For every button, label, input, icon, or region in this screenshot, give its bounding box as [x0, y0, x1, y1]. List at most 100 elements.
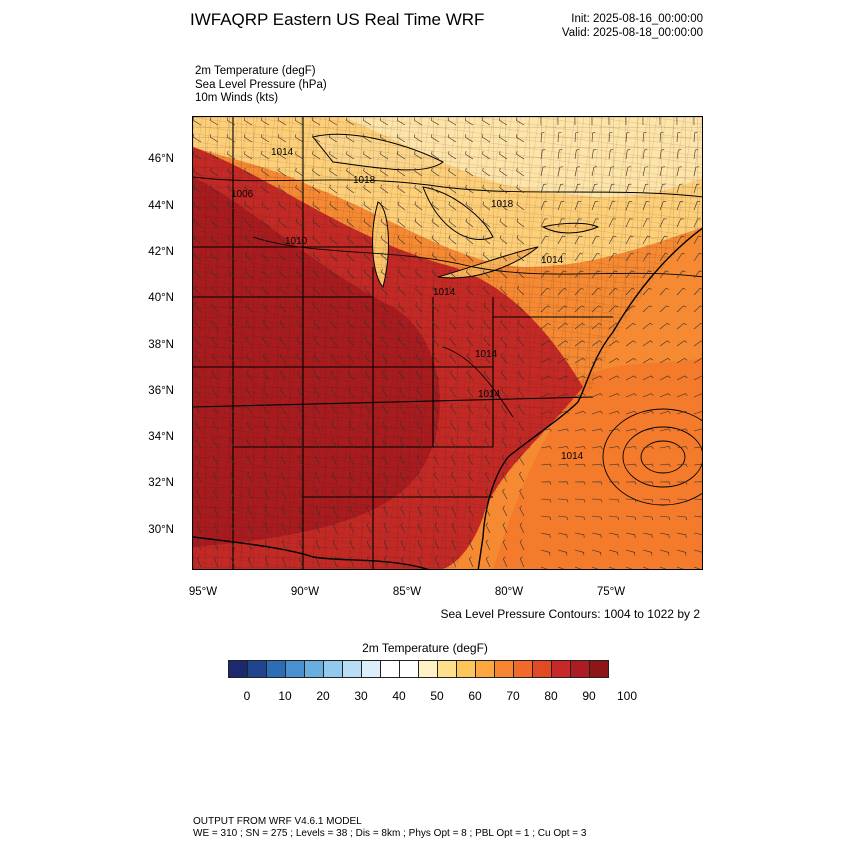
wind-barb — [212, 404, 219, 415]
wind-barb — [557, 566, 565, 569]
wind-barb — [642, 566, 650, 569]
wind-barb — [482, 218, 491, 228]
wind-barb — [230, 522, 236, 534]
wind-barb — [414, 167, 423, 177]
wind-barb — [676, 201, 684, 211]
wind-barb — [676, 498, 688, 503]
wind-barb — [540, 166, 546, 177]
wind-barb — [501, 420, 508, 432]
wind-barb — [483, 370, 491, 381]
wind-barb — [246, 437, 253, 449]
wind-barb — [518, 387, 525, 398]
wind-barb — [642, 287, 652, 296]
wind-barb — [642, 532, 653, 538]
wind-barb — [557, 235, 566, 245]
wind-barb — [330, 336, 338, 347]
wind-barb — [642, 149, 648, 160]
wind-barb — [228, 353, 236, 364]
wind-barb — [466, 353, 474, 364]
wind-barb — [465, 151, 474, 160]
wind-barb — [519, 539, 525, 551]
wind-barb — [279, 319, 287, 330]
wind-barb — [295, 167, 304, 177]
wind-barb — [396, 117, 406, 126]
wind-barb — [229, 437, 236, 449]
wind-barb — [676, 358, 688, 364]
wind-barb — [314, 420, 321, 432]
wind-barb — [347, 302, 355, 313]
wind-barb — [348, 420, 355, 432]
wind-barb — [315, 556, 321, 568]
colorbar-tick-label: 100 — [616, 689, 638, 703]
wind-barb — [329, 184, 338, 194]
wind-barb — [279, 302, 287, 313]
wind-barb — [540, 235, 549, 245]
wind-barb — [244, 252, 253, 262]
wind-barb — [574, 117, 576, 126]
wind-barb — [608, 532, 619, 538]
wind-barb — [196, 539, 202, 551]
wind-barb — [642, 410, 654, 415]
wind-barb — [466, 319, 474, 330]
wind-barb — [519, 556, 525, 568]
wind-barb — [591, 235, 600, 245]
wind-barb — [398, 336, 406, 347]
wind-barb — [484, 420, 491, 432]
colorbar-swatch — [437, 660, 457, 678]
wind-barb — [450, 437, 457, 449]
wind-barb — [625, 566, 633, 569]
wind-barb — [434, 471, 440, 483]
wind-barb — [448, 134, 457, 143]
wind-barb — [280, 387, 287, 398]
wind-barb — [264, 539, 270, 551]
wind-barb — [244, 134, 253, 143]
wind-barb — [625, 201, 633, 211]
wind-barb — [295, 201, 304, 211]
wind-barb — [485, 471, 491, 483]
wind-barb — [277, 117, 287, 126]
wind-barb — [210, 151, 219, 160]
wind-barb — [557, 410, 569, 415]
wind-barb — [485, 556, 491, 568]
wind-barb — [676, 410, 688, 415]
wind-barb — [625, 218, 633, 228]
wind-barb — [349, 471, 355, 483]
wind-barb — [693, 515, 702, 518]
wind-barb — [591, 393, 603, 398]
wind-barb — [540, 375, 552, 381]
wind-barb — [449, 353, 457, 364]
contour-label: 1014 — [271, 147, 294, 158]
wind-barb — [246, 387, 253, 398]
wind-barb — [296, 336, 304, 347]
wind-barb — [557, 549, 568, 556]
wind-barb — [540, 305, 551, 313]
wind-barb — [417, 471, 423, 483]
lat-label: 38°N — [148, 339, 174, 351]
wind-barb — [432, 370, 440, 381]
wind-barb — [400, 539, 406, 551]
wind-barb — [296, 353, 304, 364]
wind-barb — [591, 149, 597, 160]
wind-barb — [642, 515, 653, 521]
wind-barb — [482, 235, 491, 245]
wind-barb — [642, 131, 647, 143]
wind-barb — [383, 505, 389, 517]
wind-barb — [676, 549, 687, 556]
wind-barb — [278, 218, 287, 228]
wind-barb — [381, 285, 389, 296]
wind-barb — [642, 358, 654, 364]
wind-barb — [329, 235, 338, 245]
wind-barb — [366, 522, 372, 534]
wind-barb — [516, 151, 525, 160]
wind-barb — [296, 285, 304, 296]
wind-barb — [331, 387, 338, 398]
wind-barb — [380, 151, 389, 160]
wind-barb — [397, 134, 406, 143]
wind-barb — [591, 549, 602, 556]
contour-label: 1010 — [285, 236, 308, 247]
wind-barb — [608, 549, 619, 556]
contour-label: 1014 — [561, 451, 584, 462]
wind-barb — [312, 218, 321, 228]
wind-barb — [414, 134, 423, 143]
wind-barb — [332, 471, 338, 483]
